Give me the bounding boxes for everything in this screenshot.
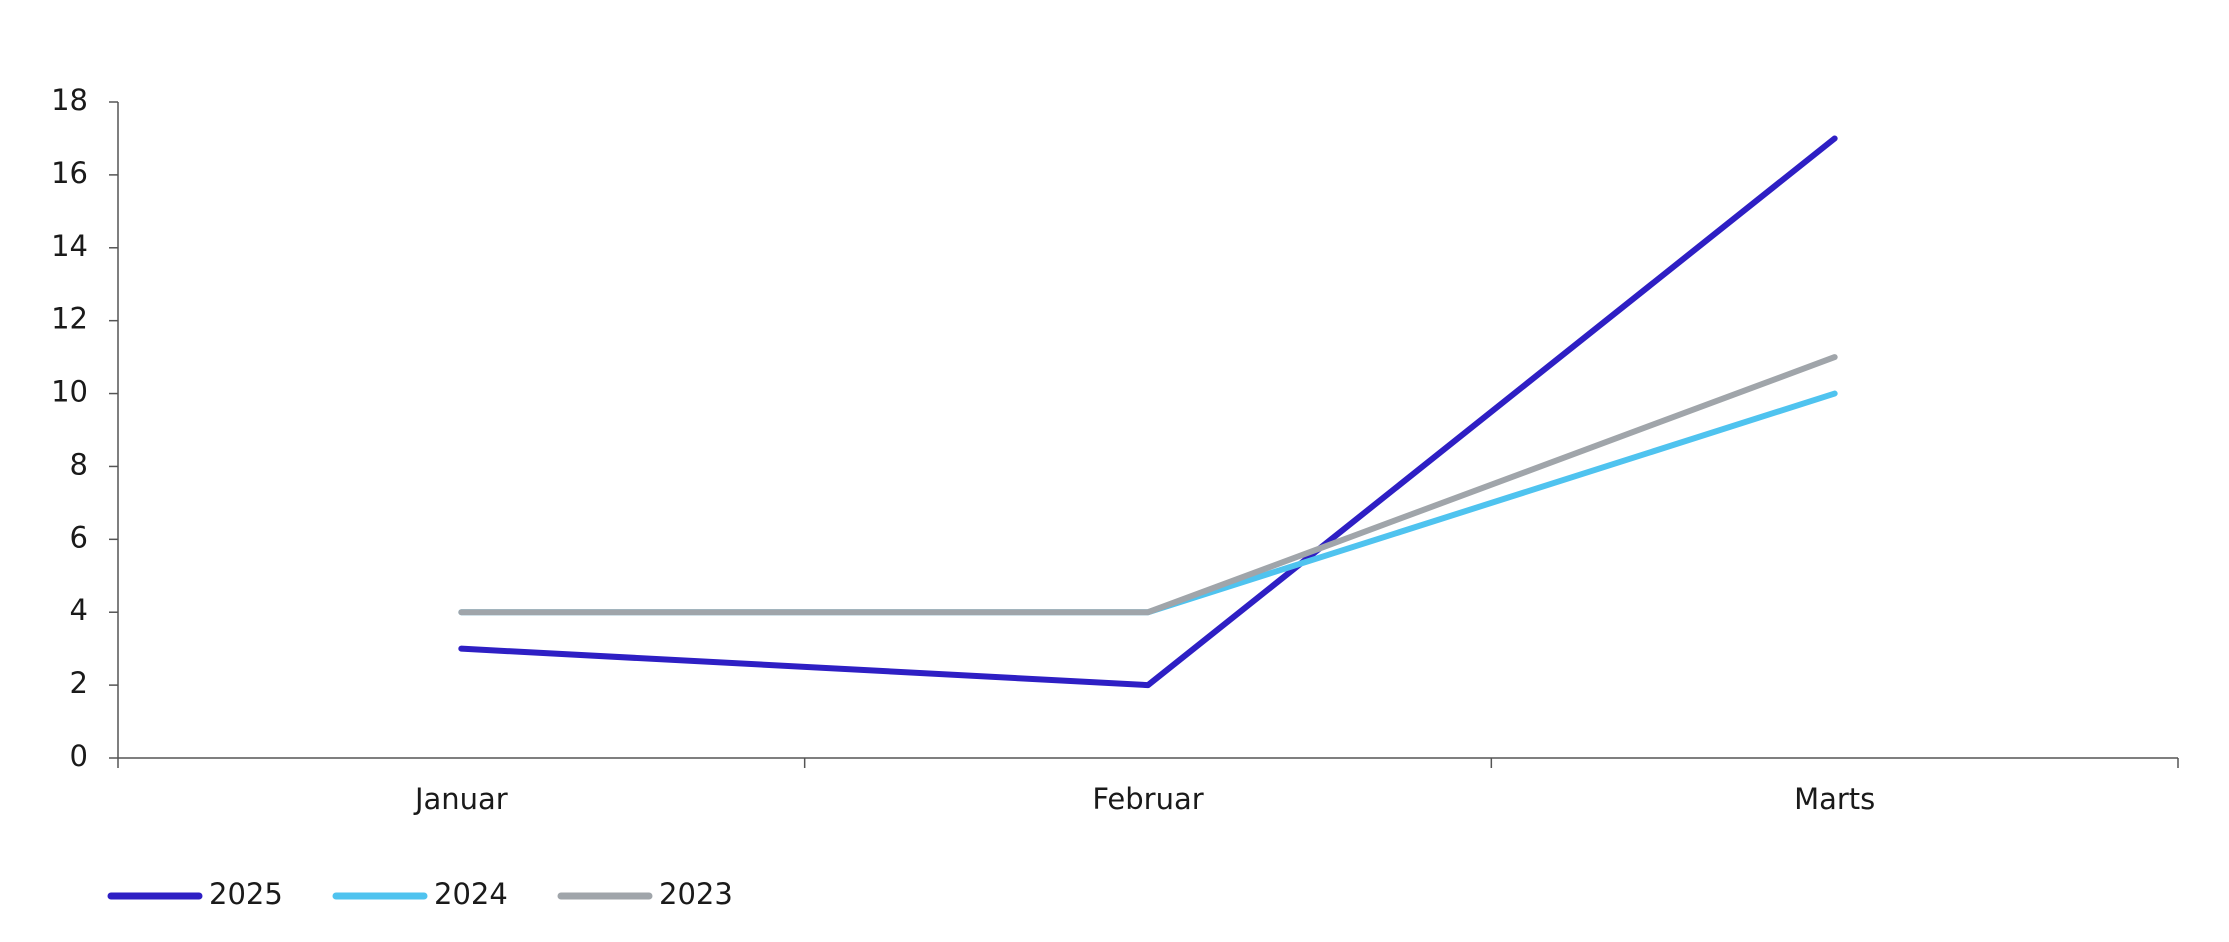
y-tick-label: 8 [70,447,88,481]
x-tick-label: Februar [1092,782,1203,816]
x-tick-label: Januar [413,782,508,816]
y-tick-label: 18 [51,83,88,117]
y-tick-label: 0 [70,739,88,773]
legend-label: 2025 [209,877,283,911]
y-tick-label: 14 [51,229,88,263]
x-tick-label: Marts [1794,782,1875,816]
legend-label: 2023 [659,877,733,911]
series-line [458,135,1838,689]
y-tick-label: 12 [51,302,88,336]
y-tick-label: 6 [70,520,88,554]
y-tick-label: 4 [70,593,88,627]
y-tick-label: 2 [70,666,88,700]
series-line [458,354,1838,616]
y-tick-label: 10 [51,375,88,409]
series-line [458,390,1838,616]
y-tick-label: 16 [51,156,88,190]
legend-label: 2024 [434,877,508,911]
